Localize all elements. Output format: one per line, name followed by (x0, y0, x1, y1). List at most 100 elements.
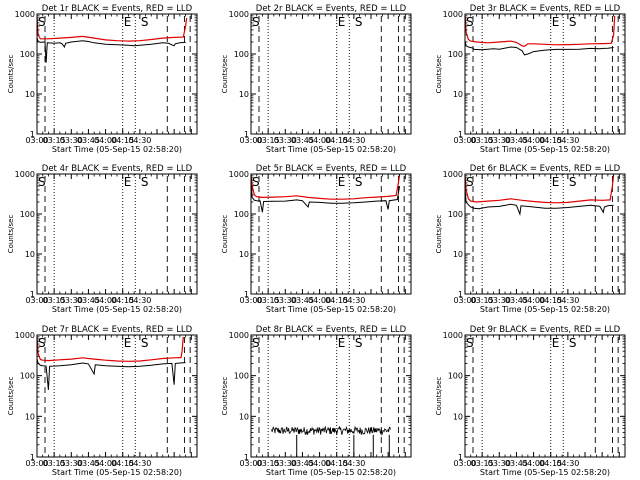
x-tick-label-7-3: 03:45 (77, 459, 100, 468)
start-marker-label-right-8: S (355, 336, 363, 350)
lld-series-7 (36, 336, 184, 362)
start-marker-label-4: S (38, 175, 46, 189)
x-tick-label-6-3: 03:45 (505, 296, 528, 305)
y-tick-label-3-1: 10 (453, 90, 463, 99)
x-axis-label-2: Start Time (05-Sep-15 02:58:20) (266, 145, 396, 154)
start-marker-label-right-7: S (141, 336, 149, 350)
start-marker-label-2: S (252, 15, 260, 29)
end-marker-label-8: E (338, 336, 346, 350)
y-tick-label-5-1: 10 (239, 250, 249, 259)
plot-frame-1 (36, 13, 198, 135)
y-tick-label-7-2: 100 (20, 372, 35, 381)
x-tick-label-5-2: 03:30 (274, 296, 297, 305)
x-tick-label-4-0: 03:00 (25, 296, 48, 305)
end-marker-label-2: E (338, 15, 346, 29)
plot-frame-6 (464, 173, 626, 295)
panel-title-1: Det 1r BLACK = Events, RED = LLD (42, 4, 193, 14)
end-marker-label-9: E (552, 336, 560, 350)
x-tick-label-9-6: 04:30 (556, 459, 579, 468)
start-marker-label-right-5: S (355, 175, 363, 189)
start-marker-label-3: S (466, 15, 474, 29)
y-tick-label-2-2: 100 (234, 50, 249, 59)
y-axis-label-5: Counts/sec (221, 215, 229, 254)
x-tick-label-9-0: 03:00 (453, 459, 476, 468)
end-marker-label-7: E (124, 336, 132, 350)
x-tick-label-4-1: 03:15 (43, 296, 66, 305)
end-marker-label-1: E (124, 15, 132, 29)
panel-title-6: Det 6r BLACK = Events, RED = LLD (470, 164, 621, 174)
panel-title-9: Det 9r BLACK = Events, RED = LLD (470, 325, 621, 335)
x-tick-label-9-4: 04:00 (522, 459, 545, 468)
x-tick-label-6-5: 04:15 (539, 296, 562, 305)
events-series-5 (250, 175, 401, 213)
x-tick-label-2-5: 04:15 (325, 136, 348, 145)
y-tick-label-4-0: 1 (30, 290, 35, 299)
x-tick-label-1-0: 03:00 (25, 136, 48, 145)
y-tick-label-7-3: 1000 (15, 331, 35, 340)
y-axis-label-7: Counts/sec (7, 377, 15, 416)
x-tick-label-6-1: 03:15 (471, 296, 494, 305)
end-marker-label-4: E (124, 175, 132, 189)
x-axis-label-3: Start Time (05-Sep-15 02:58:20) (480, 145, 610, 154)
x-tick-label-1-4: 04:00 (94, 136, 117, 145)
plot-frame-9 (464, 334, 626, 458)
x-tick-label-1-6: 04:30 (128, 136, 151, 145)
y-tick-label-6-0: 1 (458, 290, 463, 299)
y-tick-label-4-2: 100 (20, 210, 35, 219)
y-tick-label-3-3: 1000 (443, 10, 463, 19)
y-axis-label-4: Counts/sec (7, 215, 15, 254)
events-series-3 (464, 40, 614, 56)
x-tick-label-5-3: 03:45 (291, 296, 314, 305)
x-tick-label-3-0: 03:00 (453, 136, 476, 145)
y-tick-label-8-0: 1 (244, 453, 249, 462)
x-tick-label-4-4: 04:00 (94, 296, 117, 305)
x-tick-label-6-6: 04:30 (556, 296, 579, 305)
x-tick-label-5-5: 04:15 (325, 296, 348, 305)
panel-title-4: Det 4r BLACK = Events, RED = LLD (42, 164, 193, 174)
x-tick-label-3-4: 04:00 (522, 136, 545, 145)
plot-frame-3 (464, 13, 626, 135)
y-axis-label-3: Counts/sec (435, 55, 443, 94)
x-tick-label-4-6: 04:30 (128, 296, 151, 305)
x-tick-label-7-5: 04:15 (111, 459, 134, 468)
x-tick-label-1-2: 03:30 (60, 136, 83, 145)
y-axis-label-6: Counts/sec (435, 215, 443, 254)
x-tick-label-1-5: 04:15 (111, 136, 134, 145)
y-tick-label-7-0: 1 (30, 453, 35, 462)
x-tick-label-9-2: 03:30 (488, 459, 511, 468)
x-tick-label-5-0: 03:00 (239, 296, 262, 305)
events-series-6 (464, 187, 614, 216)
x-tick-label-4-5: 04:15 (111, 296, 134, 305)
x-axis-label-9: Start Time (05-Sep-15 02:58:20) (480, 468, 610, 477)
plot-frame-7 (36, 334, 198, 458)
x-axis-label-1: Start Time (05-Sep-15 02:58:20) (52, 145, 182, 154)
x-tick-label-8-4: 04:00 (308, 459, 331, 468)
x-tick-label-7-6: 04:30 (128, 459, 151, 468)
lld-series-3 (464, 15, 616, 48)
x-tick-label-7-0: 03:00 (25, 459, 48, 468)
y-tick-label-2-0: 1 (244, 130, 249, 139)
y-tick-label-5-3: 1000 (229, 170, 249, 179)
y-tick-label-7-1: 10 (25, 412, 35, 421)
y-tick-label-6-1: 10 (453, 250, 463, 259)
start-marker-label-right-1: S (141, 15, 149, 29)
x-tick-label-7-1: 03:15 (43, 459, 66, 468)
y-tick-label-5-2: 100 (234, 210, 249, 219)
x-tick-label-5-1: 03:15 (257, 296, 280, 305)
x-tick-label-3-5: 04:15 (539, 136, 562, 145)
x-tick-label-2-2: 03:30 (274, 136, 297, 145)
lld-series-6 (464, 174, 615, 204)
start-marker-label-right-6: S (569, 175, 577, 189)
y-tick-label-8-2: 100 (234, 372, 249, 381)
x-tick-label-6-0: 03:00 (453, 296, 476, 305)
panel-title-5: Det 5r BLACK = Events, RED = LLD (256, 164, 407, 174)
plot-frame-4 (36, 173, 198, 295)
y-tick-label-8-1: 10 (239, 412, 249, 421)
events-series-7 (36, 358, 186, 390)
x-tick-label-2-4: 04:00 (308, 136, 331, 145)
y-tick-label-9-2: 100 (448, 372, 463, 381)
start-marker-label-1: S (38, 15, 46, 29)
start-marker-label-5: S (252, 175, 260, 189)
y-tick-label-3-2: 100 (448, 50, 463, 59)
x-tick-label-7-2: 03:30 (60, 459, 83, 468)
